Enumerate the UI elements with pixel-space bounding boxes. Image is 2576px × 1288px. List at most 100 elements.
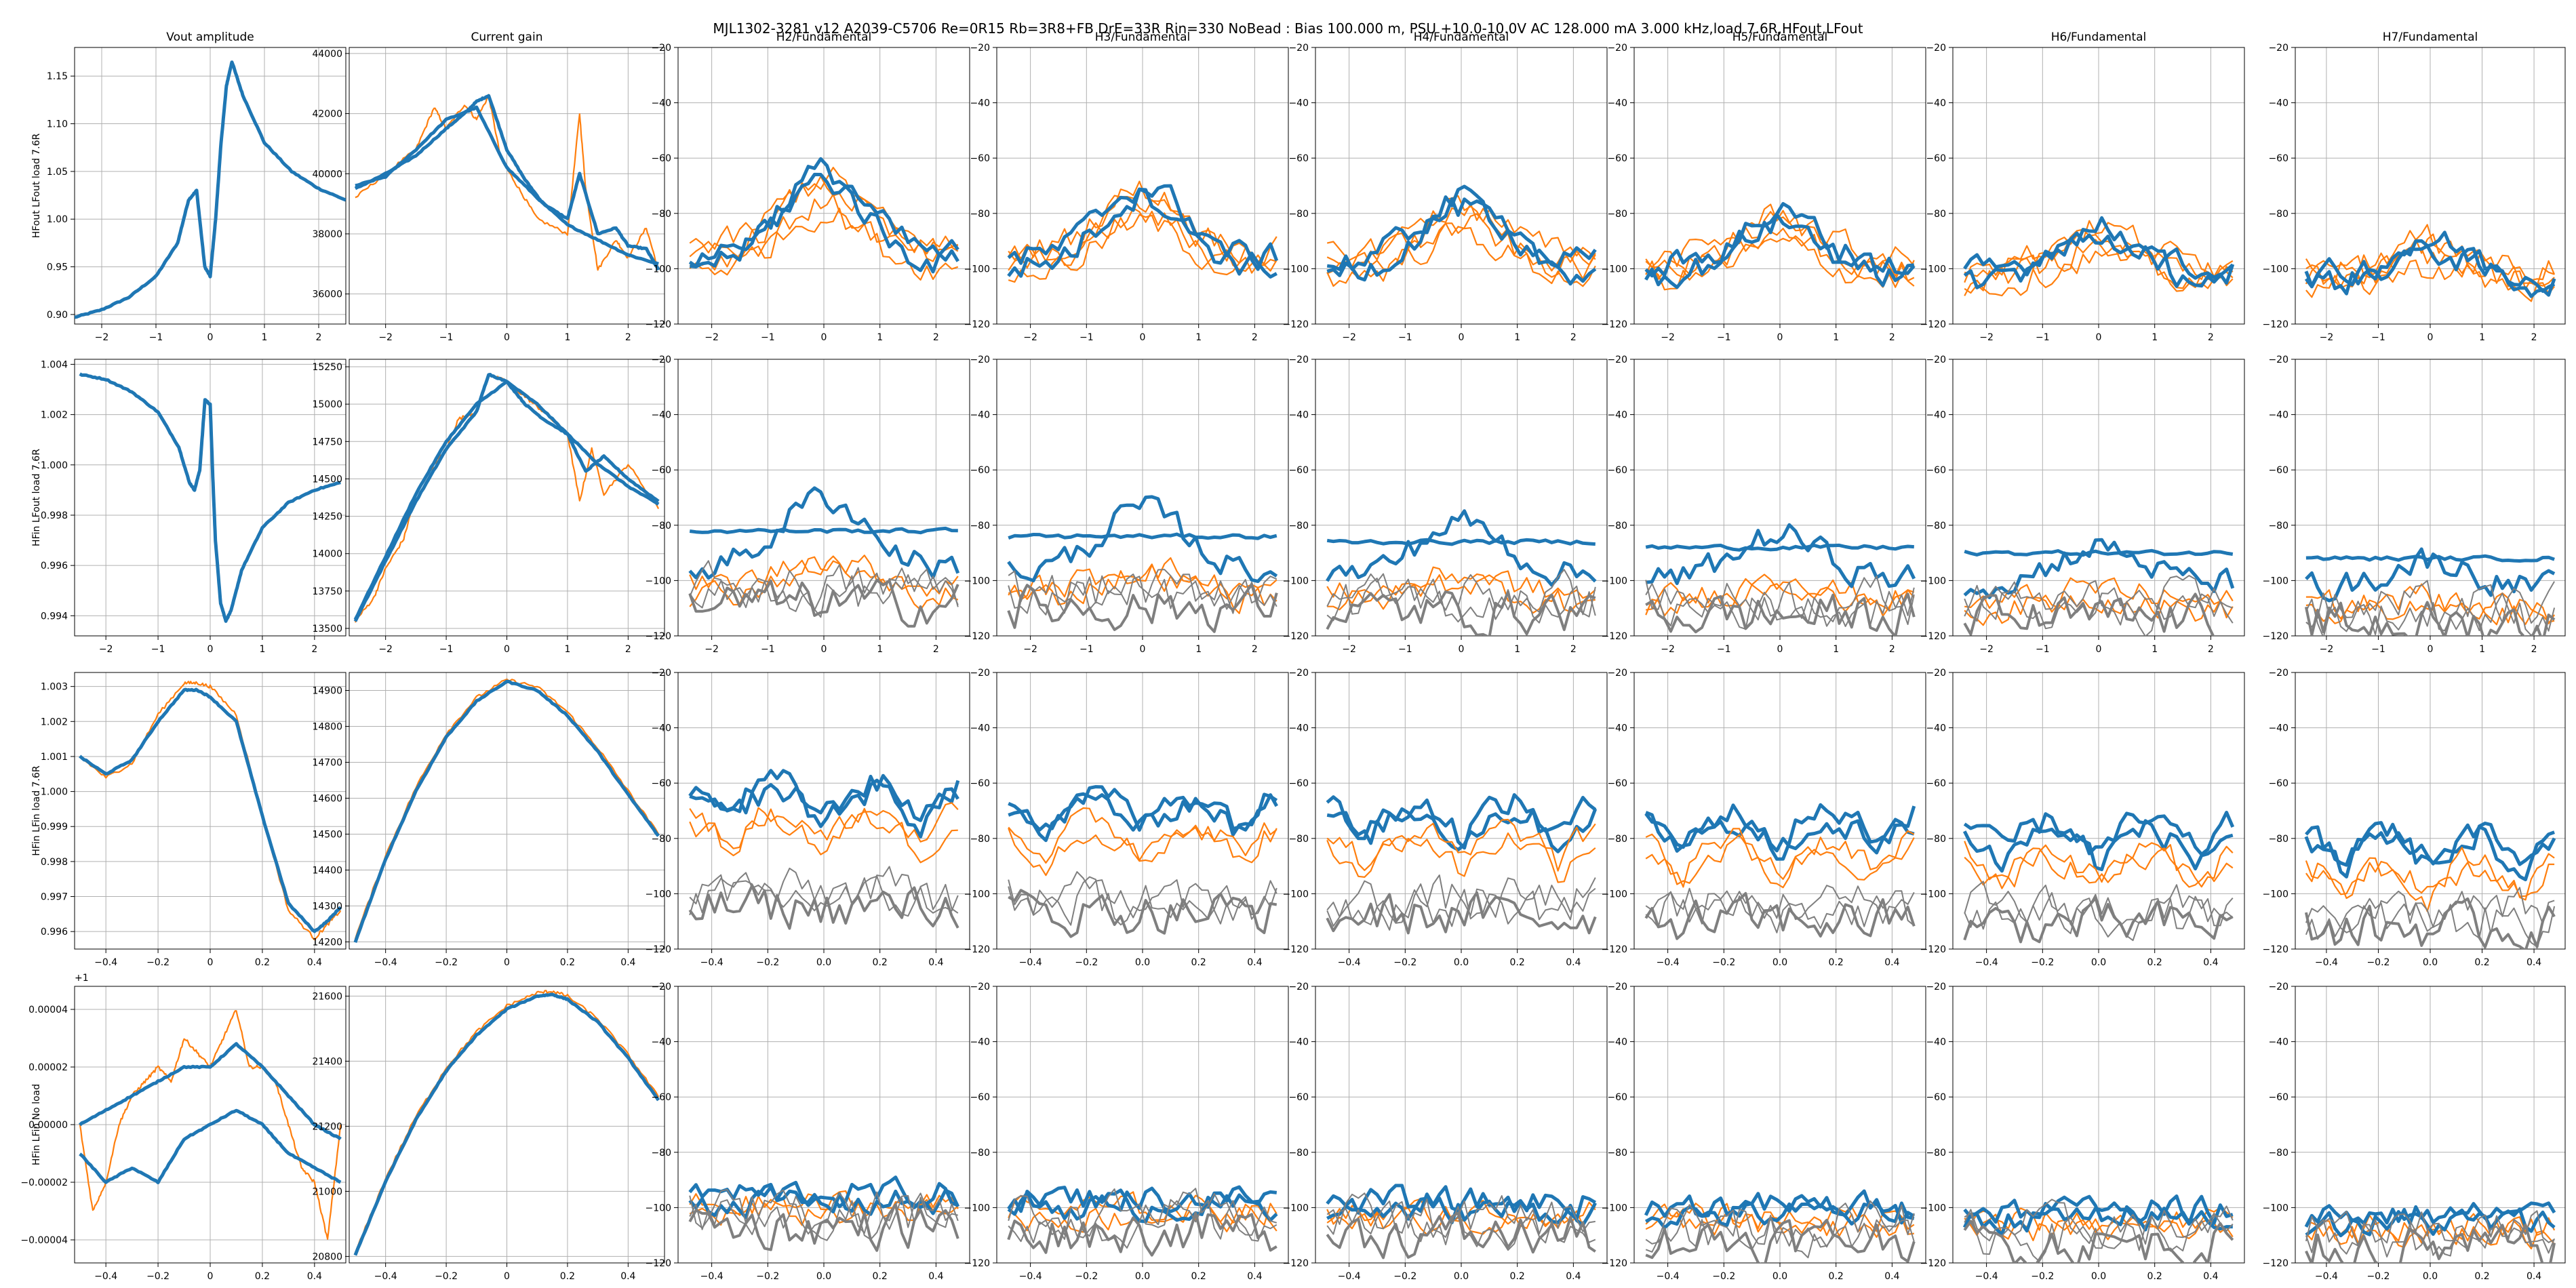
y-tick-label: 14250 — [312, 512, 342, 523]
y-tick-label: −100 — [646, 264, 671, 275]
blue-series-line — [1962, 819, 2234, 873]
x-tick-label: 0 — [504, 957, 510, 968]
y-tick-label: −80 — [1607, 209, 1627, 220]
y-tick-label: −120 — [1920, 631, 1946, 642]
x-tick-label: 0.4 — [307, 957, 322, 968]
x-tick-label: 0 — [821, 332, 827, 343]
x-tick-label: −1 — [149, 332, 163, 343]
y-tick-label: −60 — [970, 153, 990, 164]
x-tick-label: −0.2 — [1393, 957, 1416, 968]
x-tick-label: 0 — [2428, 644, 2434, 655]
blue-series-line — [1008, 532, 1277, 540]
column-title: H2/Fundamental — [776, 31, 872, 44]
blue-series-line — [79, 372, 341, 623]
column-title: H5/Fundamental — [1732, 31, 1828, 44]
y-tick-label: 0.90 — [47, 310, 68, 321]
y-tick-label: −40 — [1926, 1037, 1946, 1048]
y-tick-label: −20 — [970, 668, 990, 679]
y-tick-label: −40 — [651, 410, 671, 421]
x-tick-label: 0.0 — [2091, 957, 2106, 968]
y-tick-label: −20 — [651, 43, 671, 54]
x-tick-label: −0.2 — [2031, 957, 2054, 968]
column-title: H3/Fundamental — [1095, 31, 1191, 44]
x-tick-label: 0.0 — [1454, 957, 1469, 968]
y-tick-label: −120 — [964, 631, 990, 642]
panel-r3-c2: −0.4 −0.2 0.0 0.2 0.4 −120 −100 −80 −60 −40 −20 — [646, 982, 970, 1282]
y-tick-label: −80 — [2268, 521, 2288, 531]
y-tick-label: −60 — [1607, 153, 1627, 164]
y-tick-label: 0.00002 — [28, 1062, 68, 1073]
x-tick-label: 1 — [877, 644, 883, 655]
y-tick-label: −120 — [646, 319, 671, 330]
gray-series-line — [2305, 1219, 2556, 1257]
blue-series-line — [688, 769, 960, 822]
orange-series-line — [2305, 857, 2555, 912]
panel-r1-c7: −2 −1 0 1 2 −120 −100 −80 −60 −40 −20 — [2263, 355, 2566, 655]
y-tick-label: 21000 — [312, 1186, 342, 1197]
x-tick-label: 1 — [564, 644, 570, 655]
x-tick-label: −0.2 — [146, 957, 170, 968]
panel-r3-c5: −0.4 −0.2 0.0 0.2 0.4 −120 −100 −80 −60 −40 −20 — [1602, 982, 1926, 1282]
y-tick-label: −120 — [2263, 631, 2288, 642]
x-tick-label: −0.2 — [756, 957, 779, 968]
x-tick-label: 0 — [207, 957, 214, 968]
orange-series-line — [1964, 228, 2234, 283]
y-tick-label: −80 — [970, 209, 990, 220]
y-tick-label: −100 — [1920, 264, 1946, 275]
y-tick-label: −40 — [651, 98, 671, 109]
gray-series-line — [1645, 1200, 1915, 1248]
y-tick-label: −60 — [651, 778, 671, 789]
panel-r0-c1: −2 −1 0 1 2 36000 38000 40000 42000 44000 — [312, 47, 665, 343]
y-tick-label: −20 — [1607, 43, 1627, 54]
orange-series-line — [1008, 826, 1277, 877]
x-tick-label: −2 — [1979, 332, 1994, 343]
x-tick-label: −0.4 — [94, 1271, 117, 1282]
gray-series-line — [2305, 592, 2556, 636]
x-tick-label: −1 — [2036, 644, 2050, 655]
y-tick-label: 0.997 — [41, 892, 68, 903]
x-tick-label: −0.4 — [1657, 957, 1680, 968]
y-tick-label: −100 — [2263, 1203, 2288, 1213]
y-tick-label: 0.994 — [41, 611, 68, 622]
x-tick-label: 0 — [1459, 644, 1465, 655]
y-tick-label: −100 — [1602, 1203, 1627, 1213]
x-tick-label: −0.4 — [2315, 957, 2338, 968]
gray-series-line — [689, 560, 959, 611]
y-tick-label: −60 — [970, 778, 990, 789]
axes-frame — [1315, 672, 1608, 950]
y-tick-label: −100 — [2263, 264, 2288, 275]
axes-frame — [1952, 672, 2245, 950]
y-tick-label: −20 — [2268, 43, 2288, 54]
y-tick-label: −120 — [646, 944, 671, 955]
blue-series-line — [2305, 821, 2556, 867]
x-tick-label: 1 — [1514, 332, 1520, 343]
axes-frame — [74, 359, 346, 637]
x-tick-label: −1 — [1398, 644, 1412, 655]
gray-series-line — [1964, 892, 2234, 942]
y-tick-label: −100 — [1602, 889, 1627, 900]
y-tick-label: 0.998 — [41, 857, 68, 868]
y-tick-label: −100 — [1283, 889, 1309, 900]
x-tick-label: 0.0 — [1135, 957, 1150, 968]
blue-series-line — [353, 992, 660, 1256]
x-tick-label: 1 — [2479, 644, 2485, 655]
x-tick-label: 0.0 — [1135, 1271, 1150, 1282]
y-tick-label: −120 — [1283, 319, 1309, 330]
x-tick-label: −0.4 — [374, 1271, 397, 1282]
panel-r0-c7: −2 −1 0 1 2 −120 −100 −80 −60 −40 −20 — [2263, 43, 2566, 343]
x-tick-label: −0.2 — [2366, 957, 2390, 968]
orange-series-line — [1645, 828, 1915, 888]
panel-r0-c2: −2 −1 0 1 2 −120 −100 −80 −60 −40 −20 — [646, 43, 970, 343]
y-tick-label: 13750 — [312, 586, 342, 597]
gray-series-line — [688, 578, 959, 628]
x-tick-label: 2 — [316, 332, 322, 343]
gray-series-line — [1645, 1218, 1916, 1263]
x-tick-label: −2 — [1979, 644, 1994, 655]
x-tick-label: −0.2 — [1712, 957, 1735, 968]
gray-series-line — [2304, 897, 2556, 949]
y-tick-label: −80 — [1607, 834, 1627, 845]
y-tick-label: −80 — [651, 209, 671, 220]
gray-series-line — [1326, 1200, 1596, 1251]
gray-series-line — [1007, 1211, 1277, 1257]
